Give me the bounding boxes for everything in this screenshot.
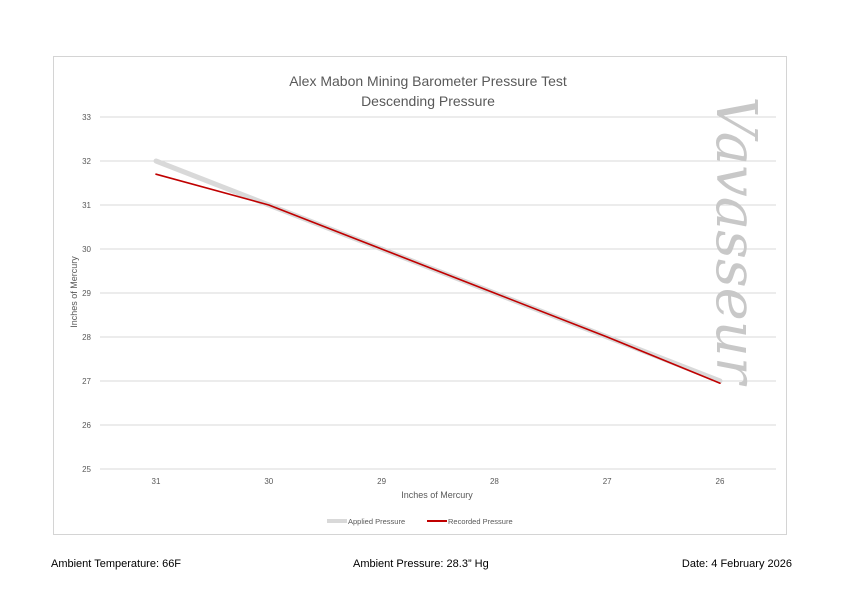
y-axis-label: Inches of Mercury [69, 256, 79, 328]
grid [100, 116, 776, 470]
y-tick-label: 25 [82, 465, 91, 474]
y-tick-label: 31 [82, 201, 91, 210]
y-tick-label: 29 [82, 289, 91, 298]
legend-label: Recorded Pressure [448, 517, 513, 526]
chart-subtitle: Descending Pressure [361, 93, 495, 109]
x-tick-label: 28 [490, 477, 499, 486]
legend: Applied Pressure Recorded Pressure [327, 517, 513, 526]
y-tick-label: 27 [82, 377, 91, 386]
test-date: Date: 4 February 2026 [681, 558, 792, 570]
y-tick-label: 28 [82, 333, 91, 342]
y-axis-ticks: 25 26 27 28 29 30 31 32 33 [82, 113, 91, 474]
x-tick-label: 31 [152, 477, 161, 486]
series-line-recorded-pressure [155, 173, 721, 385]
y-tick-label: 33 [82, 113, 91, 122]
ambient-pressure: Ambient Pressure: 28.3” Hg [353, 558, 489, 570]
legend-label: Applied Pressure [348, 517, 405, 526]
watermark-signature: Vavasseur [703, 96, 768, 386]
x-tick-label: 27 [603, 477, 612, 486]
y-tick-label: 30 [82, 245, 91, 254]
series [153, 158, 723, 385]
x-tick-label: 29 [377, 477, 386, 486]
x-tick-label: 26 [716, 477, 725, 486]
x-tick-label: 30 [264, 477, 273, 486]
chart-title: Alex Mabon Mining Barometer Pressure Tes… [289, 73, 567, 89]
x-axis-ticks: 31 30 29 28 27 26 [152, 477, 725, 486]
ambient-temperature: Ambient Temperature: 66F [51, 558, 182, 570]
x-axis-label: Inches of Mercury [401, 490, 473, 500]
y-tick-label: 32 [82, 157, 91, 166]
chart-frame [53, 56, 787, 535]
y-tick-label: 26 [82, 421, 91, 430]
